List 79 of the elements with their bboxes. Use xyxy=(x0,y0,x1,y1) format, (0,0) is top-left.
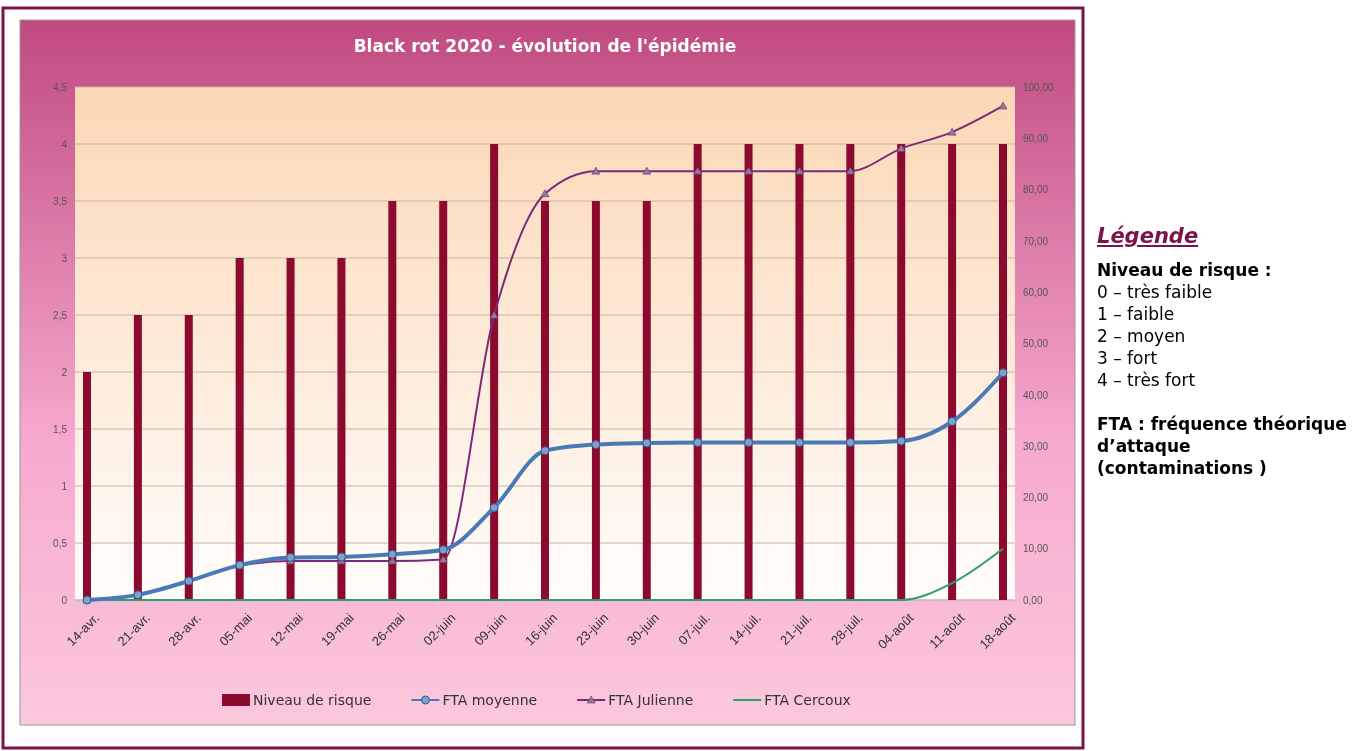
y2-tick-label: 20,00 xyxy=(1023,492,1049,504)
y2-tick-label: 30,00 xyxy=(1023,440,1049,452)
y-tick-label: 1 xyxy=(61,480,68,492)
point xyxy=(744,438,754,448)
bar xyxy=(490,144,499,600)
point xyxy=(591,440,601,450)
y2-tick-label: 50,00 xyxy=(1023,338,1049,350)
bar xyxy=(846,144,855,600)
point xyxy=(540,446,550,456)
y-tick-label: 4 xyxy=(61,138,68,150)
bar xyxy=(83,372,91,600)
point xyxy=(845,438,855,448)
bar xyxy=(184,315,193,600)
point xyxy=(642,166,652,175)
y2-tick-label: 60,00 xyxy=(1023,286,1049,298)
bar xyxy=(897,144,906,600)
y2-tick-label: 0,00 xyxy=(1023,594,1043,606)
point xyxy=(693,166,702,175)
chart-title: Black rot 2020 - évolution de l'épidémie xyxy=(353,36,737,56)
y2-tick-label: 90,00 xyxy=(1023,133,1049,144)
bar xyxy=(439,201,448,600)
y-tick-label: 2,5 xyxy=(53,309,68,321)
point xyxy=(336,552,346,562)
y2-tick-label: 80,00 xyxy=(1023,184,1049,196)
text: Niveau de risque : xyxy=(1097,259,1273,281)
text: 4 – très fort xyxy=(1097,369,1197,391)
point xyxy=(489,310,499,319)
text: 0 – très faible xyxy=(1097,281,1214,303)
point xyxy=(896,144,906,152)
y-tick-label: 0,5 xyxy=(53,537,68,549)
bar xyxy=(286,258,295,600)
y2-tick-label: 40,00 xyxy=(1023,389,1049,401)
point xyxy=(998,101,1008,110)
bar xyxy=(235,258,244,600)
bar xyxy=(591,201,600,600)
bar xyxy=(337,258,346,600)
point xyxy=(744,166,753,175)
y-tick-label: 3 xyxy=(61,252,68,264)
text: 3 – fort xyxy=(1097,347,1159,369)
bar xyxy=(744,144,753,600)
point xyxy=(795,166,804,175)
point xyxy=(794,438,804,448)
point xyxy=(998,368,1008,378)
y-tick-label: 3,5 xyxy=(53,195,68,207)
bar xyxy=(388,201,397,600)
text: 2 – moyen xyxy=(1097,325,1187,347)
text: FTA : fréquence théorique d’attaque (contaminations ) xyxy=(1097,413,1347,479)
text: 1 – faible xyxy=(1097,303,1176,325)
point xyxy=(591,166,601,175)
y2-tick-label: 70,00 xyxy=(1023,235,1049,247)
bar xyxy=(541,201,549,600)
point xyxy=(947,127,957,136)
y-tick-label: 2 xyxy=(61,366,68,378)
legend-label: Niveau de risque xyxy=(253,692,372,708)
y2-tick-label: 10,00 xyxy=(1023,543,1049,555)
point xyxy=(642,438,652,448)
point xyxy=(438,545,448,555)
text: Légende xyxy=(1097,224,1200,248)
bar xyxy=(693,144,702,600)
y-tick-label: 4,5 xyxy=(53,81,68,93)
legend-label: FTA Cercoux xyxy=(764,692,851,708)
y2-tick-label: 100,00 xyxy=(1023,81,1055,93)
point xyxy=(947,416,957,426)
point xyxy=(540,189,550,197)
legend-label: FTA Julienne xyxy=(608,692,694,708)
point xyxy=(438,555,448,563)
legend-label: FTA moyenne xyxy=(442,692,538,708)
point xyxy=(387,549,397,559)
point xyxy=(286,552,296,562)
point xyxy=(489,503,499,513)
bar xyxy=(999,144,1007,600)
point xyxy=(896,436,906,446)
y-tick-label: 0 xyxy=(61,594,68,606)
point xyxy=(846,166,855,175)
point xyxy=(693,438,703,448)
bar xyxy=(642,201,651,600)
bar xyxy=(795,144,804,600)
bar xyxy=(948,144,957,600)
y-tick-label: 1,5 xyxy=(53,423,68,435)
